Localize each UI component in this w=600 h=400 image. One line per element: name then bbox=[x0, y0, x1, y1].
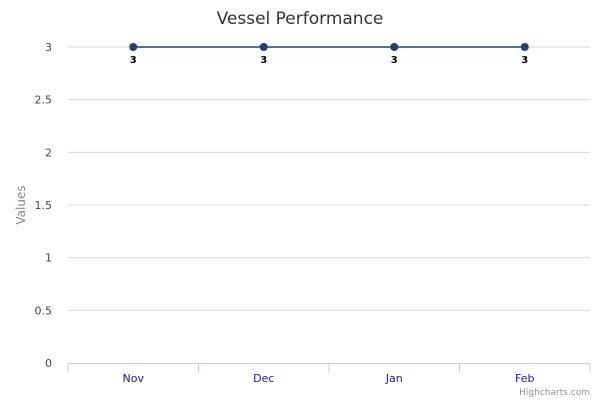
y-axis-title: Values bbox=[14, 185, 28, 224]
data-label: 3 bbox=[391, 55, 398, 66]
y-tick-label: 0.5 bbox=[35, 304, 53, 317]
y-tick-label: 1.5 bbox=[35, 199, 53, 212]
x-tick-label: Feb bbox=[515, 372, 534, 385]
x-tick-label: Jan bbox=[385, 372, 403, 385]
series-plot: 3 3 3 3 bbox=[129, 43, 529, 66]
credits-link[interactable]: Highcharts.com bbox=[519, 388, 590, 398]
x-tick-label: Dec bbox=[253, 372, 274, 385]
y-tick-label: 0 bbox=[45, 357, 52, 370]
y-tick-label: 1 bbox=[45, 252, 52, 265]
chart-title: Vessel Performance bbox=[217, 9, 384, 29]
gridlines bbox=[68, 46, 590, 311]
x-tick-label: Nov bbox=[123, 372, 145, 385]
y-tick-label: 2.5 bbox=[35, 94, 53, 107]
y-tick-label: 2 bbox=[45, 146, 52, 159]
data-label: 3 bbox=[521, 55, 528, 66]
data-point[interactable] bbox=[129, 43, 138, 51]
y-axis-ticks: 0 0.5 1 1.5 2 2.5 3 bbox=[35, 41, 53, 370]
data-label: 3 bbox=[260, 55, 267, 66]
data-point[interactable] bbox=[520, 43, 529, 51]
data-label: 3 bbox=[130, 55, 137, 66]
data-point[interactable] bbox=[390, 43, 399, 51]
y-tick-label: 3 bbox=[45, 41, 52, 54]
x-axis: Nov Dec Jan Feb bbox=[67, 363, 591, 385]
data-point[interactable] bbox=[259, 43, 268, 51]
